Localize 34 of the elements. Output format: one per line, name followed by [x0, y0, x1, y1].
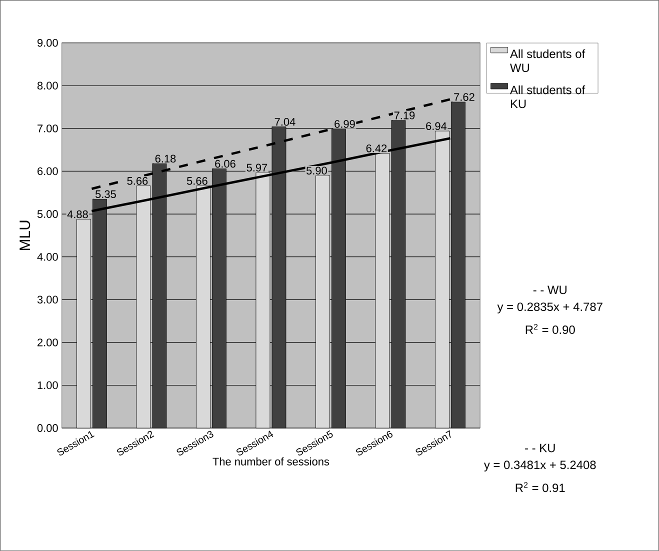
text: - - WU	[533, 286, 566, 294]
data-label: 7.19	[394, 112, 415, 120]
data-label: 5.90	[306, 166, 327, 175]
y-tick-label: 7.00	[38, 124, 58, 132]
data-label: 6.42	[366, 144, 387, 152]
y-tick-label: 5.00	[37, 210, 58, 218]
text: - - KU	[525, 444, 555, 452]
data-label: 5.66	[127, 177, 148, 185]
text: y = 0.3481x + 5.2408	[484, 460, 596, 472]
y-tick-label: 6.00	[38, 167, 58, 176]
y-tick-label: 8.00	[37, 82, 58, 90]
data-label: 6.06	[215, 160, 236, 168]
text: R$^{2}$ = 0.91	[516, 482, 565, 492]
legend-label: All students of KU	[510, 85, 586, 108]
text: y = 0.2835x + 4.787	[497, 302, 602, 314]
y-tick-label: 0.00	[37, 424, 58, 432]
legend-label: All students of WU	[510, 49, 586, 72]
data-label: 7.62	[454, 93, 474, 101]
y-tick-label: 2.00	[38, 338, 58, 346]
data-label: 7.04	[274, 118, 296, 126]
data-label: 5.35	[95, 190, 116, 198]
data-label: 5.97	[246, 164, 268, 172]
y-axis-title: MLU	[20, 220, 30, 250]
x-axis-title: The number of sessions	[212, 457, 330, 466]
data-label: 6.94	[426, 122, 447, 130]
text: R$^{2}$ = 0.90	[526, 324, 575, 334]
data-label: 6.99	[334, 120, 355, 128]
y-tick-label: 4.00	[37, 253, 58, 261]
data-label: 6.18	[155, 154, 176, 163]
y-tick-label: 3.00	[37, 296, 58, 304]
data-label: 4.88	[67, 210, 88, 218]
data-label: 5.66	[186, 177, 208, 185]
y-tick-label: 9.00	[37, 38, 58, 47]
y-tick-label: 1.00	[38, 381, 58, 390]
